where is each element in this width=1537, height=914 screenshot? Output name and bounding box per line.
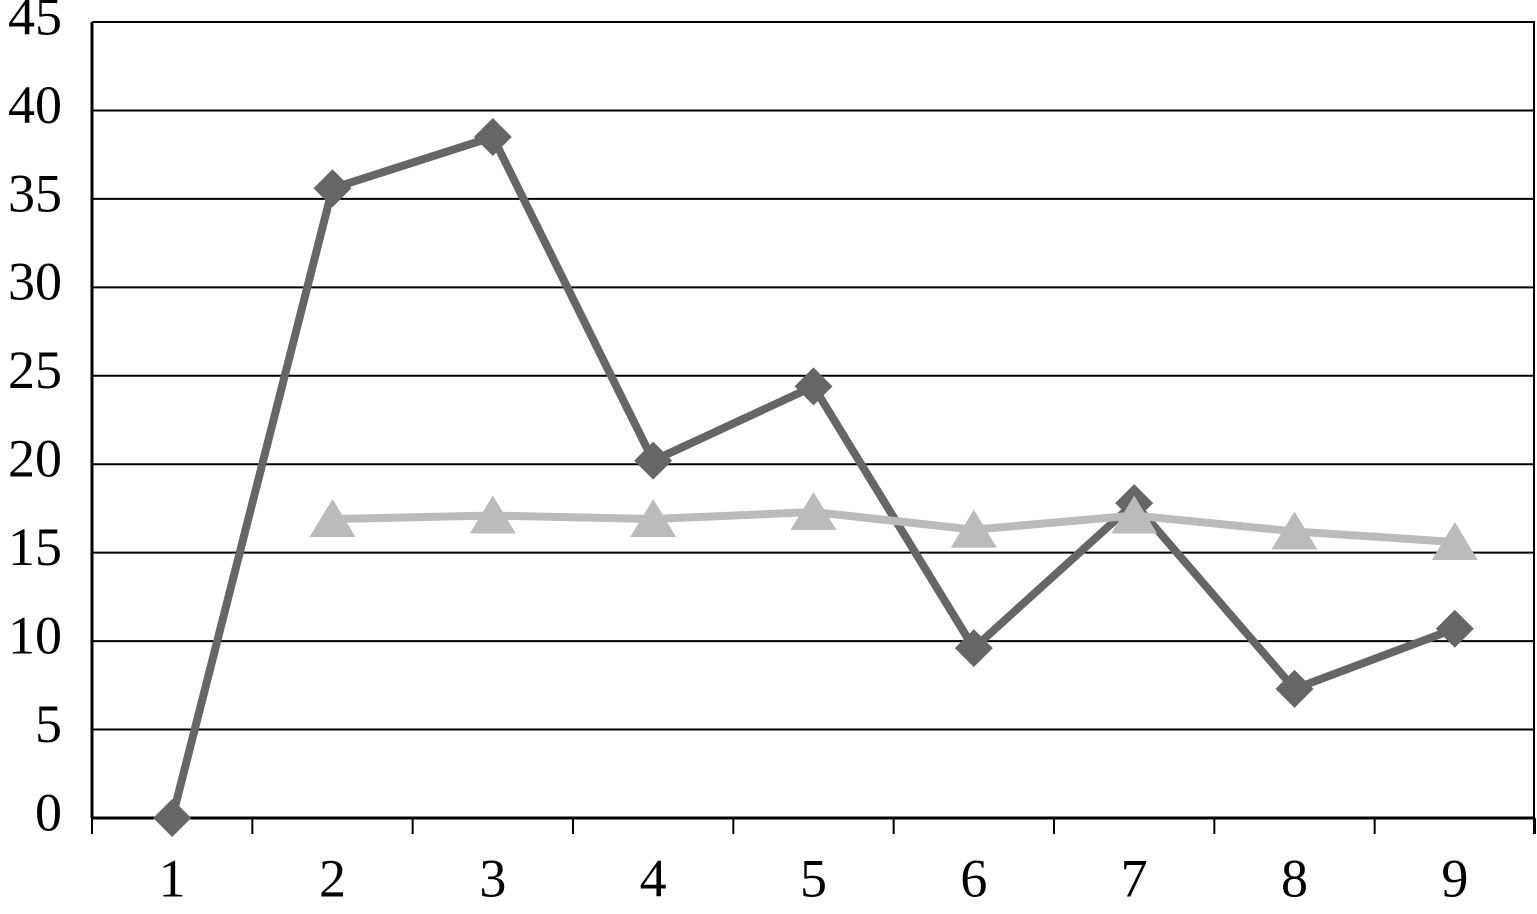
y-tick-label: 10 [8,606,62,666]
x-tick-label: 7 [1121,848,1148,908]
y-tick-label: 30 [8,252,62,312]
marker [950,509,997,548]
x-tick-label: 8 [1281,848,1308,908]
y-tick-label: 40 [8,75,62,135]
marker [473,117,512,156]
x-tick-label: 2 [319,848,346,908]
y-tick-label: 20 [8,429,62,489]
marker [153,799,192,837]
x-tick-label: 4 [640,848,667,908]
x-tick-label: 9 [1441,848,1468,908]
marker [1271,511,1318,550]
marker [1431,522,1478,561]
y-tick-label: 15 [8,517,62,577]
marker [634,441,673,480]
x-tick-label: 5 [800,848,827,908]
marker [630,499,677,538]
marker [954,629,993,668]
marker [313,169,352,208]
marker [1435,609,1474,648]
marker [309,499,356,538]
x-tick-label: 6 [960,848,987,908]
y-tick-label: 25 [8,340,62,400]
y-tick-label: 35 [8,163,62,223]
y-tick-label: 0 [35,782,62,842]
marker [469,495,516,534]
series-line [168,132,1457,819]
marker [794,367,833,406]
y-tick-label: 5 [35,694,62,754]
marker [1111,495,1158,534]
marker [1275,669,1314,708]
y-tick-label: 45 [8,0,62,46]
x-tick-label: 3 [479,848,506,908]
series-line [332,507,1456,547]
x-tick-label: 1 [159,848,186,908]
marker [790,491,837,530]
